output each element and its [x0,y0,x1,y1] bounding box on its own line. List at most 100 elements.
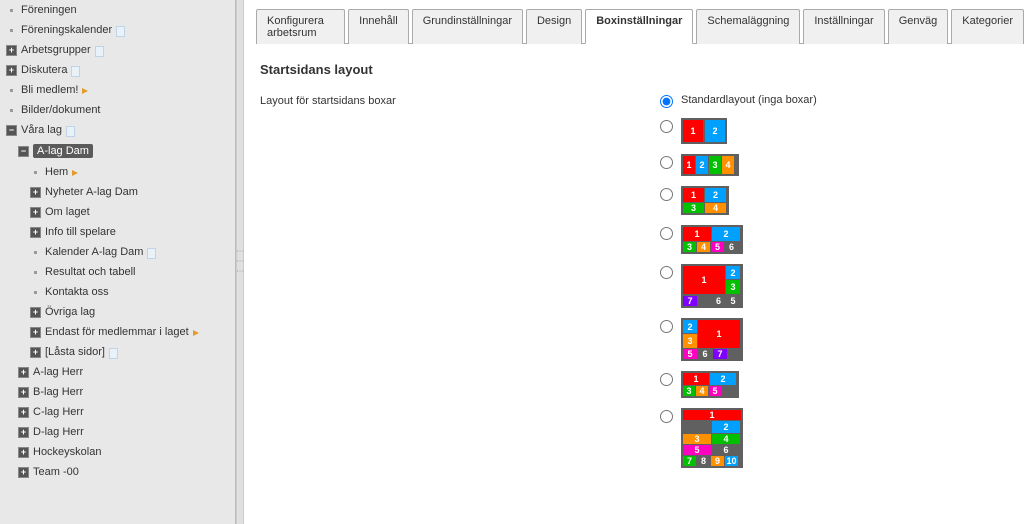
document-icon [147,247,157,257]
tree-expand-icon[interactable]: + [18,447,29,458]
layout-radio[interactable] [660,120,673,133]
tree-expand-icon[interactable]: + [30,327,41,338]
tree-item-label: [Låsta sidor] [45,346,105,358]
tree-item-label: Föreningen [21,4,77,16]
tree-expand-icon[interactable]: + [30,227,41,238]
layout-radio[interactable] [660,227,673,240]
document-icon [66,125,76,135]
tree-item[interactable]: + Arbetsgrupper [0,40,235,60]
layout-option[interactable]: 231567 [660,318,1020,361]
tree-expand-icon[interactable]: + [6,45,17,56]
tree-item-label: Arbetsgrupper [21,44,91,56]
tree-item-label: Bilder/dokument [21,104,101,116]
tree-item[interactable]: Bilder/dokument [0,100,235,120]
layout-option[interactable]: 123765 [660,264,1020,308]
tree-item-label: A-lag Dam [33,144,93,158]
tree-expand-icon[interactable]: − [18,146,29,157]
document-icon [109,347,119,357]
layout-radio[interactable] [660,320,673,333]
tree-item-label: Info till spelare [45,226,116,238]
tree-item-label: Kontakta oss [45,286,109,298]
tree-item[interactable]: +C-lag Herr [0,402,235,422]
layout-option[interactable]: Standardlayout (inga boxar) [660,93,1020,108]
tree-item[interactable]: −Våra lag [0,120,235,140]
tree-item-label: Om laget [45,206,90,218]
tree-item[interactable]: +Övriga lag [0,302,235,322]
tree-item[interactable]: + B-lag Herr [0,382,235,402]
layout-thumbnail: 231567 [681,318,743,361]
layout-radio[interactable] [660,156,673,169]
layout-options: Standardlayout (inga boxar) 12 1234 1234 123… [660,93,1020,478]
layout-option[interactable]: 12345 [660,371,1020,398]
tree-item-label: Hockeyskolan [33,446,101,458]
tree-expand-icon[interactable]: + [6,65,17,76]
tree-bullet-icon [30,287,41,298]
layout-radio[interactable] [660,266,673,279]
tree-item[interactable]: + Om laget [0,202,235,222]
tree-item-label: Kalender A-lag Dam [45,246,143,258]
tree-item[interactable]: Resultat och tabell [0,262,235,282]
tree-item[interactable]: + Endast för medlemmar i laget [0,322,235,342]
tree-item-label: Diskutera [21,64,67,76]
splitter[interactable]: ⋮⋮⋮ [236,0,244,524]
tree-item[interactable]: Hem [0,162,235,182]
layout-radio[interactable] [660,373,673,386]
tree-expand-icon[interactable]: + [18,367,29,378]
tree-expand-icon[interactable]: + [30,347,41,358]
tree-bullet-icon [30,247,41,258]
tree-expand-icon[interactable]: + [30,187,41,198]
layout-thumbnail: 1234 [681,186,729,215]
tree-item[interactable]: Bli medlem! [0,80,235,100]
layout-radio[interactable] [660,410,673,423]
layout-thumbnail: 12345 [681,371,739,398]
document-icon [71,65,81,75]
tree-item[interactable]: Föreningskalender [0,20,235,40]
tree-expand-icon[interactable]: + [18,427,29,438]
tree-expand-icon[interactable]: + [30,307,41,318]
layout-option[interactable]: 123456 [660,225,1020,254]
layout-option[interactable]: 1234 [660,154,1020,176]
tree-item-label: A-lag Herr [33,366,83,378]
layout-thumbnail: 12 [681,118,727,144]
layout-thumbnail: 123765 [681,264,743,308]
tree-item[interactable]: + Diskutera [0,60,235,80]
nav-tree: Föreningen Föreningskalender + Arbetsgruppe… [0,0,235,482]
layout-radio[interactable] [660,95,673,108]
tab[interactable]: Inställningar [803,9,884,44]
sidebar: Föreningen Föreningskalender + Arbetsgruppe… [0,0,236,524]
arrow-icon [193,327,203,337]
tab[interactable]: Boxinställningar [585,9,693,44]
layout-option[interactable]: 12345678910 [660,408,1020,468]
tab[interactable]: Design [526,9,582,44]
tree-item-label: B-lag Herr [33,386,83,398]
tree-item[interactable]: Kalender A-lag Dam [0,242,235,262]
tree-expand-icon[interactable]: + [18,387,29,398]
tab[interactable]: Grundinställningar [412,9,523,44]
tree-expand-icon[interactable]: + [18,467,29,478]
tree-item[interactable]: + Info till spelare [0,222,235,242]
layout-option[interactable]: 12 [660,118,1020,144]
tree-item[interactable]: + D-lag Herr [0,422,235,442]
tree-item[interactable]: −A-lag Dam [0,140,235,162]
tree-item-label: Endast för medlemmar i laget [45,326,189,338]
tree-bullet-icon [6,85,17,96]
tree-item[interactable]: Föreningen [0,0,235,20]
tab[interactable]: Konfigurera arbetsrum [256,9,345,44]
tree-expand-icon[interactable]: + [18,407,29,418]
tree-expand-icon[interactable]: + [30,207,41,218]
layout-radio[interactable] [660,188,673,201]
tree-item[interactable]: +Team -00 [0,462,235,482]
tree-item[interactable]: + A-lag Herr [0,362,235,382]
tree-expand-icon[interactable]: − [6,125,17,136]
tree-item-label: D-lag Herr [33,426,84,438]
tree-item[interactable]: + [Låsta sidor] [0,342,235,362]
tab[interactable]: Innehåll [348,9,409,44]
tree-item[interactable]: + Hockeyskolan [0,442,235,462]
tab[interactable]: Genväg [888,9,949,44]
layout-option[interactable]: 1234 [660,186,1020,215]
tab-bar: Konfigurera arbetsrumInnehållGrundinstäl… [256,8,1024,44]
tree-item[interactable]: Kontakta oss [0,282,235,302]
tree-item[interactable]: +Nyheter A-lag Dam [0,182,235,202]
tab[interactable]: Kategorier [951,9,1024,44]
tab[interactable]: Schemaläggning [696,9,800,44]
